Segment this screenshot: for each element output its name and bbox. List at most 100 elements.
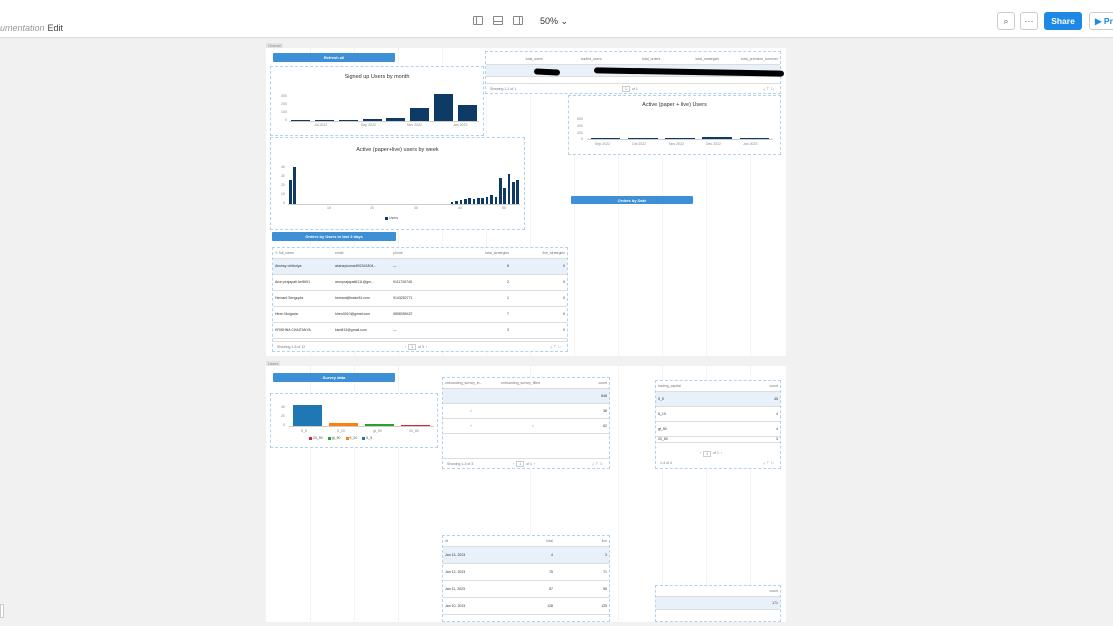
filter-icon[interactable]: ⊤ bbox=[553, 345, 559, 349]
chart-bar[interactable] bbox=[459, 200, 463, 204]
table-row[interactable]: Jan 10, 2023 128 125 bbox=[443, 597, 609, 615]
chart-bar[interactable] bbox=[516, 179, 520, 204]
table-row[interactable]: gt_50 4 bbox=[656, 421, 780, 437]
refresh-icon[interactable]: ↻ bbox=[771, 461, 776, 465]
prev-page-icon[interactable]: ‹ bbox=[700, 451, 702, 455]
chart-bar[interactable] bbox=[401, 424, 431, 426]
chart-bar[interactable] bbox=[293, 167, 296, 204]
chart-bar[interactable] bbox=[627, 138, 658, 139]
chart-bar[interactable] bbox=[362, 119, 382, 121]
page-input[interactable]: 1 bbox=[703, 451, 712, 457]
share-button[interactable]: Share bbox=[1044, 12, 1082, 30]
column-header[interactable]: dt bbox=[443, 536, 499, 547]
refresh-icon[interactable]: ↻ bbox=[558, 345, 563, 349]
table-row[interactable]: 5_10 4 bbox=[656, 406, 780, 422]
refresh-icon[interactable]: ↻ bbox=[600, 462, 605, 466]
legend-item[interactable]: 5_5 bbox=[362, 436, 372, 440]
column-header[interactable]: onboarding_survey_in... bbox=[443, 378, 499, 389]
table-row[interactable]: ✓ ✓ 62 bbox=[443, 418, 609, 434]
refresh-all-button[interactable]: Refresh all bbox=[273, 53, 395, 62]
page-input[interactable]: 1 bbox=[408, 344, 417, 350]
layout-left-icon[interactable] bbox=[473, 16, 483, 25]
filter-icon[interactable]: ⊤ bbox=[766, 87, 772, 91]
search-button[interactable]: ⌕ bbox=[997, 12, 1015, 30]
table-row[interactable]: ✓ 38 bbox=[443, 403, 609, 419]
column-header[interactable]: total_strategies bbox=[662, 54, 722, 65]
layout-middle-icon[interactable] bbox=[493, 16, 503, 25]
table-row[interactable]: KRISHNA CHAITANYA ksm813@gmail.com — 3 0 bbox=[273, 322, 567, 339]
column-header[interactable]: count bbox=[718, 381, 780, 392]
chart-bar[interactable] bbox=[315, 120, 335, 121]
prev-page-icon[interactable]: ‹ bbox=[405, 345, 407, 349]
column-header[interactable]: total_strategies bbox=[451, 248, 511, 259]
table-row[interactable]: Jan 13, 2023 4 3 bbox=[443, 546, 609, 564]
chart-bar[interactable] bbox=[498, 178, 502, 204]
table-row[interactable]: 5_5 45 bbox=[656, 391, 780, 407]
chart-bar[interactable] bbox=[481, 197, 485, 204]
chart-bar[interactable] bbox=[455, 201, 458, 204]
chart-bar[interactable] bbox=[457, 104, 477, 121]
column-header[interactable]: live bbox=[555, 536, 609, 547]
column-header[interactable]: total_premium_turnover bbox=[721, 54, 780, 65]
refresh-icon[interactable]: ↻ bbox=[771, 87, 776, 91]
table-row[interactable]: Hiren Mulgaria hiren3010@gmail.com 98983… bbox=[273, 306, 567, 323]
more-button[interactable]: ··· bbox=[1020, 12, 1038, 30]
table-row[interactable]: 20_50 3 bbox=[656, 436, 780, 443]
chart-bar[interactable] bbox=[291, 120, 311, 121]
orders-by-users-button[interactable]: Orders by Users in last 3 days bbox=[272, 232, 396, 241]
legend-item[interactable]: 20_50 bbox=[309, 436, 323, 440]
download-icon[interactable]: ⤓ bbox=[550, 345, 554, 349]
table-row[interactable]: Jan 12, 2023 75 71 bbox=[443, 563, 609, 581]
chart-bar[interactable] bbox=[665, 137, 695, 139]
chart-bar[interactable] bbox=[494, 196, 498, 204]
chart-bar[interactable] bbox=[463, 199, 467, 204]
page-input[interactable]: 1 bbox=[622, 86, 630, 92]
orders-by-date-button[interactable]: Orders by Date bbox=[571, 196, 693, 204]
next-page-icon[interactable]: › bbox=[533, 462, 536, 466]
next-page-icon[interactable]: › bbox=[425, 345, 428, 349]
column-header[interactable]: live_strategies bbox=[511, 248, 567, 259]
column-header[interactable]: ✎ full_name bbox=[273, 248, 333, 259]
present-button[interactable]: ▶ Pr bbox=[1089, 12, 1113, 30]
chart-bar[interactable] bbox=[702, 136, 733, 139]
edit-label[interactable]: Edit bbox=[47, 23, 64, 33]
chart-bar[interactable] bbox=[386, 117, 406, 121]
chart-bar[interactable] bbox=[477, 198, 480, 204]
layout-right-icon[interactable] bbox=[513, 16, 523, 25]
download-icon[interactable]: ⤓ bbox=[592, 462, 596, 466]
breadcrumb-title[interactable]: umentation bbox=[0, 23, 45, 33]
chart-bar[interactable] bbox=[410, 108, 430, 121]
filter-icon[interactable]: ⊤ bbox=[595, 462, 601, 466]
chart-bar[interactable] bbox=[450, 202, 454, 204]
chart-bar[interactable] bbox=[512, 181, 515, 204]
table-row[interactable]: Jan 11, 2023 57 55 bbox=[443, 580, 609, 598]
download-icon[interactable]: ⤓ bbox=[763, 87, 767, 91]
filter-icon[interactable]: ⊤ bbox=[766, 461, 772, 465]
table-row[interactable]: Akshay chittoriya akshaykumar892341804..… bbox=[273, 258, 567, 275]
chart-bar[interactable] bbox=[328, 423, 358, 426]
column-header[interactable]: traded_users bbox=[544, 54, 604, 65]
column-header[interactable]: total bbox=[499, 536, 555, 547]
column-header[interactable]: count bbox=[656, 586, 780, 597]
legend-item[interactable]: 5_20 bbox=[345, 436, 357, 440]
chart-bar[interactable] bbox=[433, 94, 453, 121]
chart-bar[interactable] bbox=[472, 199, 476, 204]
chart-bar[interactable] bbox=[590, 138, 621, 139]
chart-bar[interactable] bbox=[338, 120, 358, 121]
next-page-icon[interactable]: › bbox=[720, 451, 723, 455]
scroll-handle[interactable] bbox=[0, 604, 4, 618]
download-icon[interactable]: ⤓ bbox=[763, 461, 767, 465]
prev-page-icon[interactable]: ‹ bbox=[513, 462, 515, 466]
column-header[interactable]: trading_capital bbox=[656, 381, 718, 392]
chart-bar[interactable] bbox=[490, 194, 493, 204]
zoom-select[interactable]: 50% ⌄ bbox=[540, 16, 568, 27]
column-header[interactable]: total_users bbox=[486, 54, 545, 65]
legend-item[interactable]: gt_50 bbox=[327, 436, 341, 440]
chart-bar[interactable] bbox=[365, 423, 395, 426]
chart-bar[interactable] bbox=[468, 197, 471, 204]
column-header[interactable]: phone bbox=[391, 248, 451, 259]
chart-bar[interactable] bbox=[292, 404, 322, 426]
column-header[interactable]: onboarding_survey_filled bbox=[499, 378, 567, 389]
table-row[interactable]: 848 bbox=[443, 388, 609, 404]
column-header[interactable]: email bbox=[333, 248, 391, 259]
